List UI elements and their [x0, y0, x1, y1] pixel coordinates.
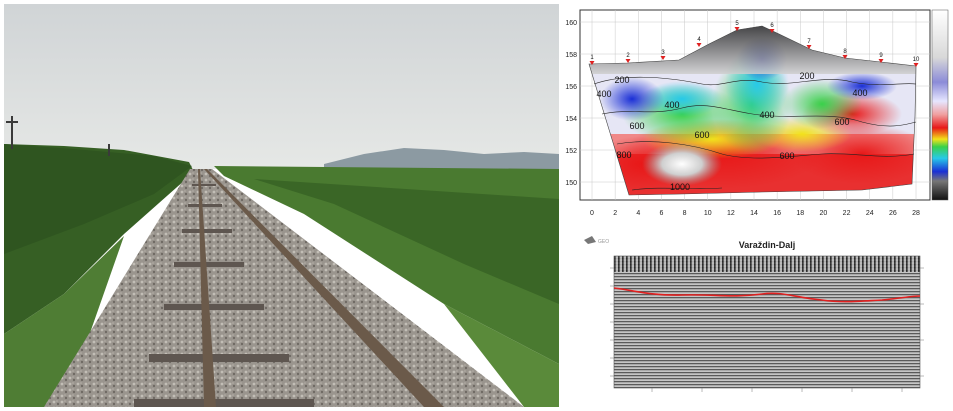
electrode-label: 8 — [843, 49, 847, 55]
electrode-label: 4 — [697, 37, 701, 43]
y-tick-label: 150 — [565, 180, 577, 187]
electrode-marker — [769, 29, 775, 33]
contour-label: 200 — [799, 71, 814, 81]
electrode-label: 7 — [807, 39, 811, 45]
electrode-marker — [842, 55, 848, 59]
x-tick-label: 22 — [843, 210, 851, 217]
reflection-line — [613, 287, 921, 303]
x-tick-label: 4 — [636, 210, 640, 217]
y-axis-ticks: 160 158 156 154 152 150 — [565, 20, 577, 187]
x-tick-label: 26 — [889, 210, 897, 217]
radargram-traces — [614, 256, 920, 388]
x-tick-label: 6 — [659, 210, 663, 217]
railway-photo — [4, 4, 559, 407]
colour-scale — [931, 9, 949, 201]
electrode-label: 3 — [661, 50, 665, 56]
y-tick-label: 152 — [565, 148, 577, 155]
contour-label: 400 — [852, 88, 867, 98]
x-tick-label: 16 — [773, 210, 781, 217]
x-tick-label: 18 — [796, 210, 804, 217]
x-tick-label: 2 — [613, 210, 617, 217]
section-outline — [588, 25, 917, 196]
gpr-logo: GEO — [584, 236, 609, 245]
contour-label: 1000 — [670, 182, 690, 192]
contour-label: 800 — [616, 150, 631, 160]
electrode-marker — [696, 43, 702, 47]
contour-lines — [593, 76, 917, 191]
x-tick-label: 8 — [683, 210, 687, 217]
gpr-radargram: GEO Varaždin-Dalj — [562, 228, 953, 411]
x-tick-label: 0 — [590, 210, 594, 217]
contour-label: 600 — [834, 117, 849, 127]
electrode-marker — [660, 56, 666, 60]
y-tick-label: 160 — [565, 20, 577, 27]
x-tick-label: 12 — [727, 210, 735, 217]
contour-label: 600 — [694, 130, 709, 140]
x-axis-ticks: 0 2 4 6 8 10 12 14 16 18 20 22 24 26 28 — [590, 210, 920, 217]
electrode-marker — [913, 63, 919, 67]
contour-label: 200 — [614, 75, 629, 85]
electrode-label: 6 — [770, 23, 774, 29]
svg-text:GEO: GEO — [598, 239, 609, 245]
electrode-label: 1 — [590, 55, 594, 61]
contour-label: 600 — [779, 151, 794, 161]
electrode-label: 2 — [626, 53, 630, 59]
sleepers — [134, 184, 314, 407]
electrode-marker — [625, 59, 631, 63]
electrode-label: 9 — [879, 53, 883, 59]
contour-label: 400 — [759, 110, 774, 120]
contour-label: 600 — [629, 121, 644, 131]
y-tick-label: 156 — [565, 84, 577, 91]
x-tick-label: 10 — [704, 210, 712, 217]
electrode-markers: 1 2 3 4 5 6 7 8 9 10 — [589, 21, 920, 67]
right-rail — [204, 169, 444, 407]
utility-poles — [6, 116, 110, 156]
electrode-marker — [806, 45, 812, 49]
electrode-label: 5 — [735, 21, 739, 27]
sky — [4, 4, 559, 169]
y-tick-label: 158 — [565, 52, 577, 59]
x-tick-label: 28 — [912, 210, 920, 217]
contour-label: 400 — [664, 100, 679, 110]
electrode-marker — [734, 27, 740, 31]
gpr-title: Varaždin-Dalj — [739, 240, 796, 250]
electrode-marker — [589, 61, 595, 65]
x-tick-label: 20 — [820, 210, 828, 217]
ballast — [44, 169, 524, 407]
gpr-axis-ticks — [610, 267, 924, 392]
y-tick-label: 154 — [565, 116, 577, 123]
left-rail — [198, 169, 216, 407]
electrode-label: 10 — [913, 57, 920, 63]
contour-label: 400 — [596, 89, 611, 99]
electrode-marker — [878, 59, 884, 63]
x-tick-label: 14 — [750, 210, 758, 217]
distant-hills — [324, 148, 559, 172]
x-tick-label: 24 — [866, 210, 874, 217]
